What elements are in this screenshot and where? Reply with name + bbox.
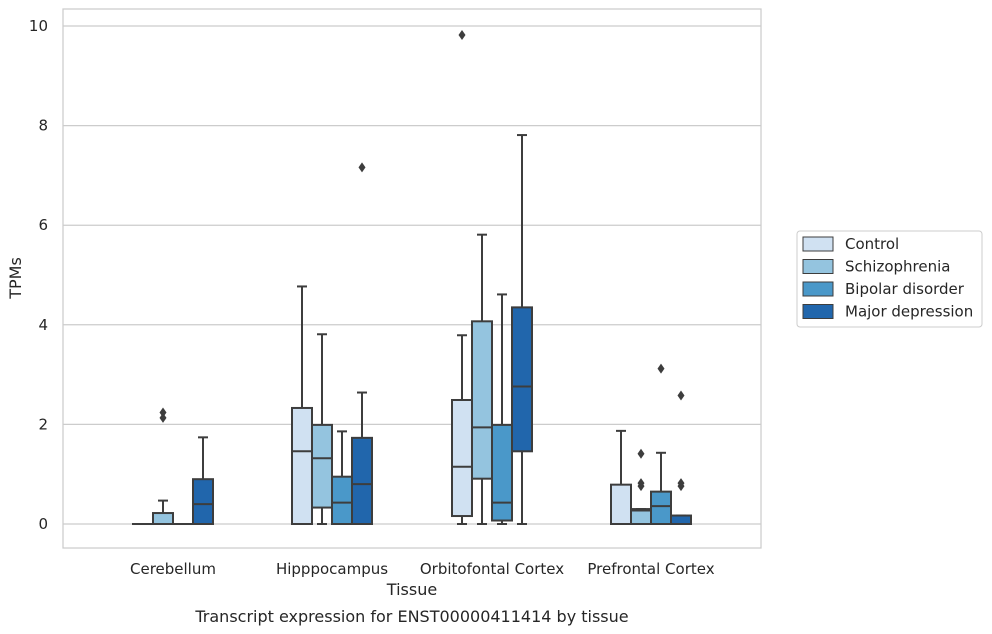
box-major-depression: [192, 436, 214, 525]
box-body: [192, 478, 214, 525]
outlier-point: [358, 162, 366, 173]
box-schizophrenia: [152, 407, 174, 526]
box-body: [670, 514, 692, 525]
y-tick-label: 8: [38, 117, 48, 135]
box-body: [291, 406, 313, 525]
box-schizophrenia: [311, 333, 333, 525]
y-axis-title: TPMs: [6, 257, 25, 300]
outlier-point: [677, 390, 685, 401]
y-tick-label: 0: [38, 515, 48, 533]
outlier-point: [458, 29, 466, 40]
outlier-point: [159, 412, 167, 423]
x-tick-labels: Cerebellum Hipppocampus Orbitofontal Corte…: [130, 560, 715, 578]
box-body: [471, 320, 493, 480]
box-body: [331, 475, 353, 526]
legend-swatch: [802, 236, 834, 252]
box-body: [610, 483, 632, 525]
box-control: [291, 285, 313, 525]
legend-swatch: [802, 281, 834, 297]
box-control: [610, 429, 632, 525]
outlier-point: [637, 448, 645, 459]
box-major-depression: [511, 134, 533, 525]
box-schizophrenia: [471, 233, 493, 525]
legend-swatch: [802, 304, 834, 319]
legend-label: Major depression: [845, 303, 973, 321]
legend-label: Control: [845, 235, 899, 253]
outlier-point: [677, 478, 685, 489]
box-body: [650, 490, 672, 526]
y-tick-label: 10: [29, 17, 48, 35]
y-tick-label: 6: [38, 216, 48, 234]
box-bipolar-disorder: [331, 430, 353, 526]
x-tick-label: Cerebellum: [130, 560, 216, 578]
plot-frame: [62, 8, 762, 549]
y-tick-labels: 0 2 4 6 8 10: [29, 17, 48, 533]
legend-swatch: [802, 259, 834, 274]
x-axis-title: Tissue: [386, 580, 437, 599]
box-body: [451, 398, 473, 518]
box-control: [451, 29, 473, 525]
legend-frame: [796, 230, 983, 328]
x-tick-label: Orbitofontal Cortex: [420, 560, 564, 578]
figure-caption: Transcript expression for ENST0000041141…: [194, 607, 628, 626]
legend: Control Schizophrenia Bipolar disorder Majo…: [796, 230, 983, 328]
box-major-depression: [351, 162, 373, 526]
y-tick-label: 2: [38, 415, 48, 433]
box-body: [152, 512, 174, 526]
x-tick-label: Hipppocampus: [276, 560, 388, 578]
box-schizophrenia: [630, 448, 652, 525]
outlier-point: [637, 478, 645, 489]
box-body: [511, 306, 533, 453]
box-body: [311, 423, 333, 509]
box-body: [351, 436, 373, 526]
boxes: [132, 29, 692, 526]
legend-label: Bipolar disorder: [845, 280, 965, 298]
outlier-point: [159, 407, 167, 418]
box-body: [491, 423, 513, 522]
box-bipolar-disorder: [491, 293, 513, 525]
x-tick-label: Prefrontal Cortex: [587, 560, 714, 578]
legend-label: Schizophrenia: [845, 258, 950, 276]
box-major-depression: [670, 390, 692, 525]
outlier-point: [657, 363, 665, 374]
y-tick-label: 4: [38, 316, 48, 334]
grid-lines: [63, 25, 761, 525]
box-bipolar-disorder: [650, 363, 672, 526]
